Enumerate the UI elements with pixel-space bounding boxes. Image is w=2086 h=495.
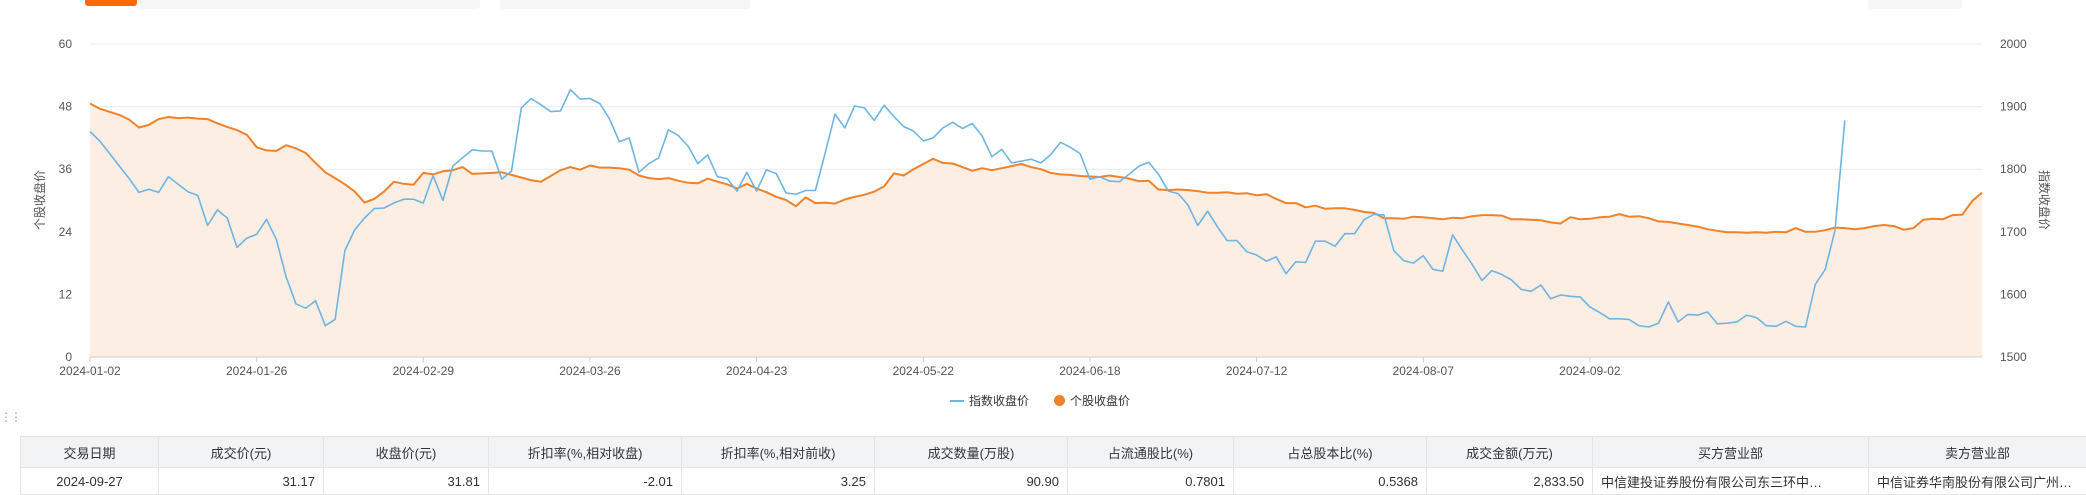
table-cell: 中信证券华南股份有限公司广州赛悦…	[1869, 468, 2086, 495]
y-right-axis-title: 指数收盘价	[2037, 170, 2052, 230]
column-header[interactable]: 买方营业部	[1593, 437, 1869, 468]
column-header[interactable]: 卖方营业部	[1869, 437, 2086, 468]
chart-axes	[90, 357, 1982, 362]
x-tick-label: 2024-01-02	[59, 364, 121, 378]
column-header[interactable]: 折扣率(%,相对前收)	[682, 437, 875, 468]
y-left-axis-title: 个股收盘价	[32, 170, 47, 230]
legend-dot-icon	[1054, 395, 1065, 406]
table-cell: 90.90	[875, 468, 1068, 495]
y-left-tick-label: 24	[59, 225, 73, 239]
y-left-tick-label: 12	[59, 287, 73, 301]
x-tick-label: 2024-01-26	[226, 364, 288, 378]
column-header[interactable]: 成交数量(万股)	[875, 437, 1068, 468]
y-right-tick-label: 1500	[2000, 350, 2027, 364]
legend-stock-label: 个股收盘价	[1070, 392, 1130, 409]
column-header[interactable]: 成交价(元)	[159, 437, 324, 468]
chart-legend: 指数收盘价 个股收盘价	[0, 392, 2086, 412]
y-right-tick-label: 1700	[2000, 225, 2027, 239]
table-cell: 2024-09-27	[21, 468, 159, 495]
table-cell: 中信建投证券股份有限公司东三环中…	[1593, 468, 1869, 495]
x-tick-label: 2024-08-07	[1393, 364, 1455, 378]
x-tick-label: 2024-03-26	[559, 364, 621, 378]
column-header[interactable]: 交易日期	[21, 437, 159, 468]
table-cell: 31.81	[324, 468, 489, 495]
x-tick-label: 2024-07-12	[1226, 364, 1288, 378]
filter-box-2[interactable]	[500, 0, 750, 9]
column-header[interactable]: 占总股本比(%)	[1234, 437, 1427, 468]
y-right-tick-label: 2000	[2000, 37, 2027, 51]
x-tick-label: 2024-06-18	[1059, 364, 1121, 378]
price-chart: 2024-01-02 2024-01-26 2024-02-29 2024-03-26…	[0, 14, 2086, 392]
table-cell: 3.25	[682, 468, 875, 495]
y-right-tick-label: 1800	[2000, 162, 2027, 176]
x-tick-label: 2024-05-22	[893, 364, 955, 378]
x-tick-label: 2024-09-02	[1559, 364, 1621, 378]
table-header-row: 交易日期成交价(元)收盘价(元)折扣率(%,相对收盘)折扣率(%,相对前收)成交…	[21, 437, 2086, 468]
column-header[interactable]: 成交金额(万元)	[1427, 437, 1593, 468]
column-header[interactable]: 折扣率(%,相对收盘)	[489, 437, 682, 468]
table-cell: 0.7801	[1068, 468, 1234, 495]
y-left-tick-label: 36	[59, 162, 73, 176]
block-trade-table: 交易日期成交价(元)收盘价(元)折扣率(%,相对收盘)折扣率(%,相对前收)成交…	[20, 436, 2086, 495]
legend-line-icon	[950, 400, 964, 402]
table-cell: 2,833.50	[1427, 468, 1593, 495]
active-tab-indicator[interactable]	[85, 0, 137, 6]
chart-area-layer	[90, 104, 1982, 358]
table-cell: 0.5368	[1234, 468, 1427, 495]
filter-box-3[interactable]	[1868, 0, 1962, 9]
y-left-tick-label: 0	[65, 350, 72, 364]
column-header[interactable]: 占流通股比(%)	[1068, 437, 1234, 468]
top-toolbar	[0, 0, 2086, 12]
stock-area-fill	[90, 104, 1982, 358]
y-right-tick-label: 1900	[2000, 100, 2027, 114]
filter-box-1[interactable]	[140, 0, 480, 9]
y-left-tick-label: 60	[59, 37, 73, 51]
column-header[interactable]: 收盘价(元)	[324, 437, 489, 468]
drag-handle-icon[interactable]: ⋮⋮	[0, 410, 20, 424]
table-cell: -2.01	[489, 468, 682, 495]
y-left-tick-label: 48	[59, 100, 73, 114]
legend-index-label: 指数收盘价	[969, 392, 1029, 409]
y-right-tick-label: 1600	[2000, 287, 2027, 301]
legend-index[interactable]: 指数收盘价	[950, 392, 1029, 409]
legend-stock[interactable]: 个股收盘价	[1054, 392, 1130, 409]
x-tick-label: 2024-02-29	[393, 364, 455, 378]
x-tick-label: 2024-04-23	[726, 364, 788, 378]
table-cell: 31.17	[159, 468, 324, 495]
